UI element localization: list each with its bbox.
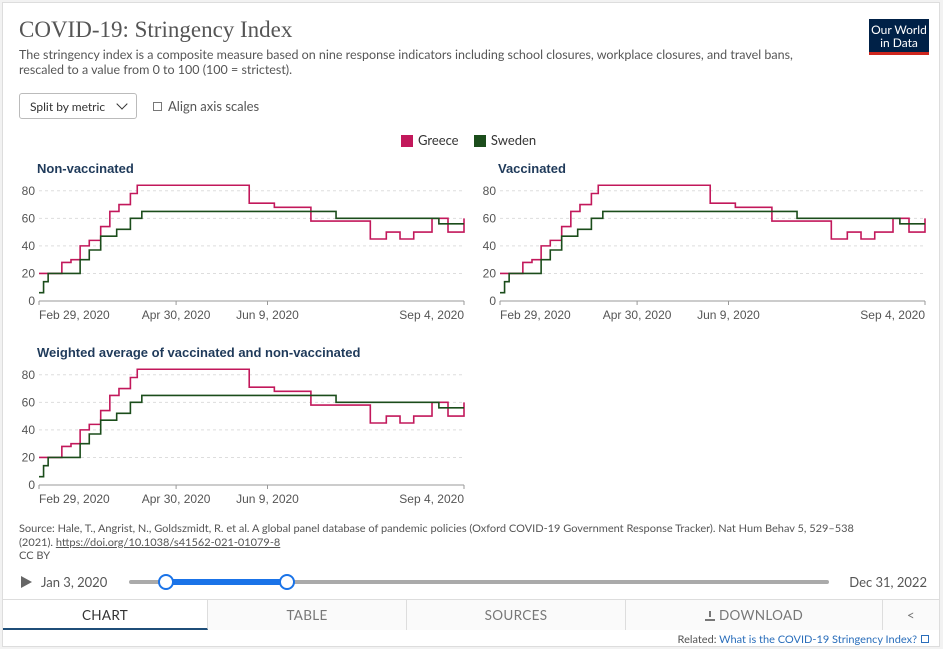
related-label: Related: xyxy=(677,633,717,646)
x-tick-label: Feb 29, 2020 xyxy=(39,308,110,322)
y-tick-label: 40 xyxy=(483,239,497,253)
timeline-selected-range xyxy=(166,579,287,585)
y-tick-label: 60 xyxy=(22,211,36,225)
legend-item-greece[interactable]: Greece xyxy=(401,132,459,148)
x-tick-label: Apr 30, 2020 xyxy=(603,308,672,322)
series-line-greece xyxy=(39,184,465,275)
legend-swatch-greece xyxy=(401,135,413,147)
timeline-track[interactable] xyxy=(129,580,829,584)
timeline: Jan 3, 2020 Dec 31, 2022 xyxy=(19,571,929,593)
play-icon[interactable] xyxy=(21,576,32,588)
series-line-greece xyxy=(39,368,465,459)
legend: Greece Sweden xyxy=(401,132,548,148)
y-tick-label: 40 xyxy=(22,423,36,437)
owid-logo[interactable]: Our World in Data xyxy=(869,19,929,55)
x-tick-label: Jun 9, 2020 xyxy=(697,308,760,322)
tab-chart[interactable]: CHART xyxy=(3,600,208,630)
panel-title: Weighted average of vaccinated and non-v… xyxy=(37,345,360,360)
y-tick-label: 20 xyxy=(483,266,497,280)
x-tick-label: Jun 9, 2020 xyxy=(236,492,299,506)
y-tick-label: 80 xyxy=(22,368,36,382)
series-line-sweden xyxy=(39,210,464,294)
align-axis-scales-label: Align axis scales xyxy=(168,98,260,114)
related-article-link[interactable]: What is the COVID-19 Stringency Index? xyxy=(719,633,917,646)
y-tick-label: 60 xyxy=(483,211,497,225)
logo-line-2: in Data xyxy=(880,35,918,50)
chart-title: COVID-19: Stringency Index xyxy=(19,17,293,42)
tab-download-label: DOWNLOAD xyxy=(718,607,804,623)
share-button[interactable]: < xyxy=(883,600,939,630)
license-text: CC BY xyxy=(19,549,51,562)
source-note: Source: Hale, T., Angrist, N., Goldszmid… xyxy=(19,522,879,563)
x-tick-label: Feb 29, 2020 xyxy=(39,492,110,506)
y-tick-label: 0 xyxy=(28,294,35,308)
y-tick-label: 0 xyxy=(489,294,496,308)
legend-label-greece: Greece xyxy=(418,132,459,148)
x-tick-label: Sep 4, 2020 xyxy=(399,308,464,322)
y-tick-label: 20 xyxy=(22,266,36,280)
download-icon xyxy=(704,611,715,621)
x-tick-label: Apr 30, 2020 xyxy=(142,492,211,506)
split-by-metric-label: Split by metric xyxy=(30,99,106,114)
panel-title: Vaccinated xyxy=(498,161,566,176)
y-tick-label: 20 xyxy=(22,450,36,464)
series-line-greece xyxy=(500,184,926,275)
share-icon: < xyxy=(906,607,916,623)
timeline-end-date: Dec 31, 2022 xyxy=(849,574,927,590)
checkbox-icon xyxy=(153,102,162,111)
tab-sources[interactable]: SOURCES xyxy=(407,600,626,630)
source-doi-link[interactable]: https://doi.org/10.1038/s41562-021-01079… xyxy=(55,535,281,549)
x-tick-label: Feb 29, 2020 xyxy=(500,308,571,322)
timeline-end-handle[interactable] xyxy=(279,574,295,590)
tab-bar: CHART TABLE SOURCES DOWNLOAD < xyxy=(3,599,939,630)
y-tick-label: 40 xyxy=(22,239,36,253)
external-link-icon xyxy=(921,635,929,643)
x-tick-label: Sep 4, 2020 xyxy=(399,492,464,506)
y-tick-label: 80 xyxy=(22,184,36,198)
chart-subtitle: The stringency index is a composite meas… xyxy=(19,47,793,77)
x-tick-label: Apr 30, 2020 xyxy=(142,308,211,322)
align-axis-scales-checkbox[interactable]: Align axis scales xyxy=(153,98,259,114)
tab-download[interactable]: DOWNLOAD xyxy=(626,600,883,630)
source-text: Source: Hale, T., Angrist, N., Goldszmid… xyxy=(19,522,854,549)
legend-item-sweden[interactable]: Sweden xyxy=(473,132,537,148)
y-tick-label: 0 xyxy=(28,478,35,492)
series-line-sweden xyxy=(39,394,464,478)
legend-swatch-sweden xyxy=(473,135,486,147)
tab-table[interactable]: TABLE xyxy=(208,600,407,630)
related-link-row: Related: What is the COVID-19 Stringency… xyxy=(678,633,929,646)
timeline-start-handle[interactable] xyxy=(158,574,174,590)
y-tick-label: 60 xyxy=(22,395,36,409)
x-tick-label: Sep 4, 2020 xyxy=(860,308,925,322)
logo-line-1: Our World xyxy=(871,22,927,37)
x-tick-label: Jun 9, 2020 xyxy=(236,308,299,322)
y-tick-label: 80 xyxy=(483,184,497,198)
legend-label-sweden: Sweden xyxy=(490,132,537,148)
series-line-sweden xyxy=(500,210,925,294)
split-by-metric-dropdown[interactable]: Split by metric xyxy=(19,93,137,119)
panel-title: Non-vaccinated xyxy=(37,161,134,176)
timeline-start-date: Jan 3, 2020 xyxy=(41,574,108,590)
charts-area: Non-vaccinated 0 20 40 60 80 Feb 29, 2020 Apr 3… xyxy=(22,161,926,506)
